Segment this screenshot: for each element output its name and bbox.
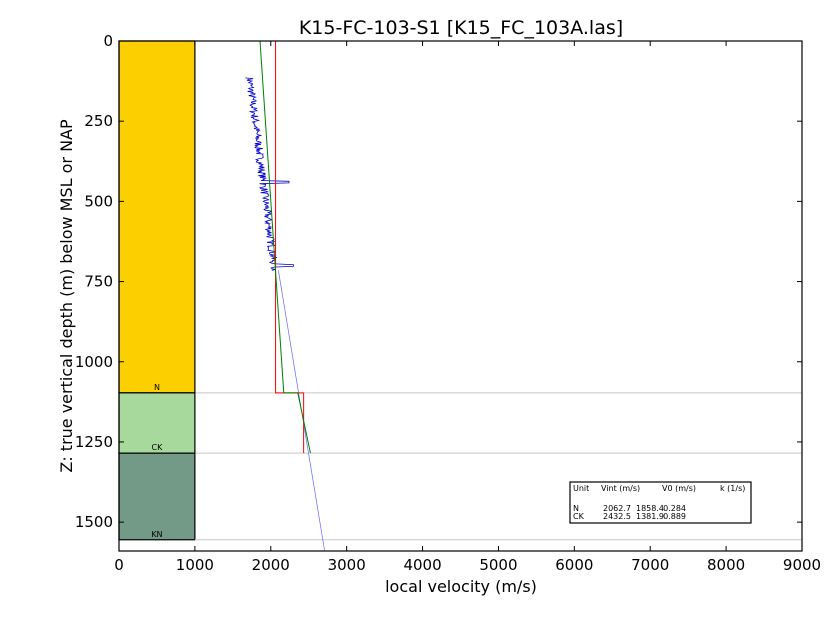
zone-label-n: N — [154, 383, 160, 392]
y-axis-label: Z: true vertical depth (m) below MSL or … — [57, 119, 76, 473]
x-tick-label: 3000 — [328, 556, 366, 574]
x-tick-label: 4000 — [403, 556, 441, 574]
x-tick-label: 0 — [114, 556, 124, 574]
x-tick-label: 5000 — [479, 556, 517, 574]
y-tick-label: 1500 — [75, 513, 113, 531]
y-tick-label: 750 — [84, 273, 113, 291]
y-tick-label: 1250 — [75, 433, 113, 451]
y-tick-label: 0 — [103, 32, 113, 50]
legend-header-cell: Vint (m/s) — [601, 484, 640, 493]
legend-v0: 1858.4 — [636, 504, 664, 513]
legend-box — [569, 481, 752, 524]
y-tick-label: 500 — [84, 192, 113, 210]
legend-vint: 2432.5 — [603, 512, 631, 521]
y-tick-label: 1000 — [75, 353, 113, 371]
x-tick-label: 7000 — [631, 556, 669, 574]
legend-header-cell: V0 (m/s) — [662, 484, 696, 493]
x-tick-label: 9000 — [783, 556, 821, 574]
legend-header-cell: Unit — [573, 484, 589, 493]
zone-label-ck: CK — [152, 443, 164, 452]
x-tick-label: 1000 — [176, 556, 214, 574]
x-tick-label: 2000 — [252, 556, 290, 574]
legend-header-cell: k (1/s) — [720, 484, 745, 493]
x-tick-label: 6000 — [555, 556, 593, 574]
legend-unit: N — [573, 504, 579, 513]
legend-k: 0.889 — [663, 512, 686, 521]
interval-velocity-line — [275, 41, 305, 454]
x-tick-label: 8000 — [707, 556, 745, 574]
legend-vint: 2062.7 — [603, 504, 631, 513]
chart-title: K15-FC-103-S1 [K15_FC_103A.las] — [299, 17, 623, 39]
legend-v0: 1381.9 — [636, 512, 664, 521]
zone-label-kn: KN — [151, 530, 162, 539]
zone-block-kn — [118, 452, 196, 541]
x-axis-label: local velocity (m/s) — [385, 577, 537, 596]
zone-block-n — [118, 40, 196, 394]
y-tick-label: 250 — [84, 112, 113, 130]
legend-unit: CK — [573, 512, 585, 521]
linear-trend-line — [259, 40, 311, 454]
legend-k: 0.284 — [663, 504, 686, 513]
plot-frame — [118, 40, 803, 552]
